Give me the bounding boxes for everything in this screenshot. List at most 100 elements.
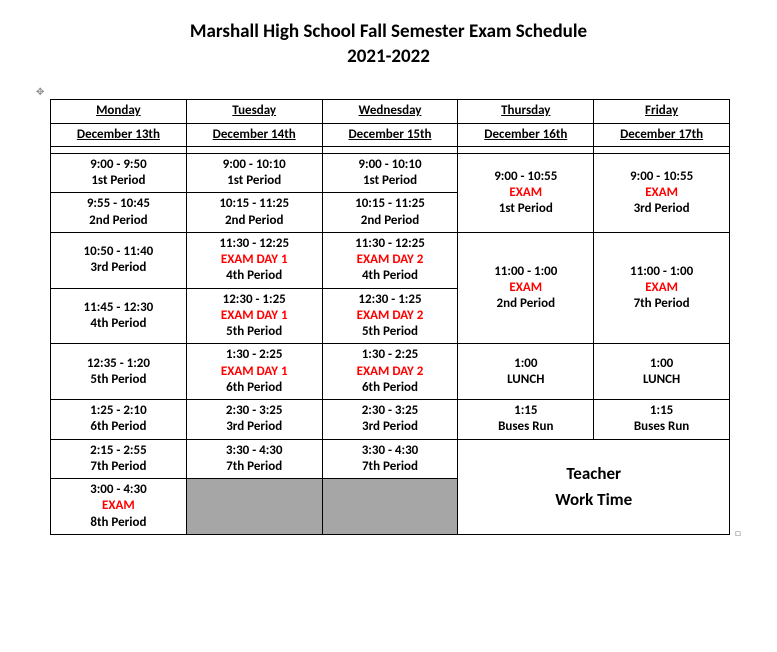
tue-p5-time: 1:30 - 2:25 <box>189 347 320 363</box>
thu-exam1-time: 9:00 - 10:55 <box>460 169 591 185</box>
thu-exam1-label: 1st Period <box>460 201 591 217</box>
schedule-table-wrap: ✥ Monday Tuesday Wednesday Thursday Frid… <box>50 99 737 535</box>
fri-lunch-time: 1:00 <box>596 356 727 372</box>
wed-p3: 11:30 - 12:25 EXAM DAY 2 4th Period <box>322 232 458 288</box>
mon-p7: 2:15 - 2:55 7th Period <box>51 439 187 479</box>
wed-p5: 1:30 - 2:25 EXAM DAY 2 6th Period <box>322 344 458 400</box>
row-6: 1:25 - 2:10 6th Period 2:30 - 3:25 3rd P… <box>51 400 730 440</box>
fri-exam1: 9:00 - 10:55 EXAM 3rd Period <box>594 153 730 232</box>
date-fri: December 17th <box>594 123 730 146</box>
fri-lunch-label: LUNCH <box>596 372 727 388</box>
wed-p7-label: 7th Period <box>325 459 456 475</box>
wed-p3-exam: EXAM DAY 2 <box>325 252 456 268</box>
tue-grey <box>186 479 322 535</box>
day-fri: Friday <box>594 100 730 123</box>
tue-p1: 9:00 - 10:10 1st Period <box>186 153 322 193</box>
teacher-work-time: Teacher Work Time <box>458 439 730 534</box>
tue-p6-label: 3rd Period <box>189 419 320 435</box>
date-wed: December 15th <box>322 123 458 146</box>
tue-p5-label: 6th Period <box>189 380 320 396</box>
fri-exam1-time: 9:00 - 10:55 <box>596 169 727 185</box>
wed-p6-label: 3rd Period <box>325 419 456 435</box>
page-title-block: Marshall High School Fall Semester Exam … <box>40 20 737 69</box>
thu-lunch-time: 1:00 <box>460 356 591 372</box>
thu-exam2-label: 2nd Period <box>460 296 591 312</box>
wed-p1-label: 1st Period <box>325 173 456 189</box>
mon-p3-label: 3rd Period <box>53 260 184 276</box>
fri-lunch: 1:00 LUNCH <box>594 344 730 400</box>
wed-p4-exam: EXAM DAY 2 <box>325 308 456 324</box>
wed-p4: 12:30 - 1:25 EXAM DAY 2 5th Period <box>322 288 458 344</box>
tue-p1-time: 9:00 - 10:10 <box>189 157 320 173</box>
fri-exam1-exam: EXAM <box>596 185 727 201</box>
wed-p1-time: 9:00 - 10:10 <box>325 157 456 173</box>
mon-p2-time: 9:55 - 10:45 <box>53 196 184 212</box>
wed-p2-time: 10:15 - 11:25 <box>325 196 456 212</box>
fri-bus-time: 1:15 <box>596 403 727 419</box>
day-tue: Tuesday <box>186 100 322 123</box>
thu-exam2-time: 11:00 - 1:00 <box>460 264 591 280</box>
thu-bus-label: Buses Run <box>460 419 591 435</box>
tue-p3-label: 4th Period <box>189 268 320 284</box>
mon-p6-label: 6th Period <box>53 419 184 435</box>
fri-exam2-exam: EXAM <box>596 280 727 296</box>
fri-exam2-time: 11:00 - 1:00 <box>596 264 727 280</box>
tue-p6-time: 2:30 - 3:25 <box>189 403 320 419</box>
tue-p4-label: 5th Period <box>189 324 320 340</box>
mon-p1-time: 9:00 - 9:50 <box>53 157 184 173</box>
table-anchor-icon: ✥ <box>36 85 48 97</box>
tue-p5: 1:30 - 2:25 EXAM DAY 1 6th Period <box>186 344 322 400</box>
mon-p1-label: 1st Period <box>53 173 184 189</box>
table-corner-icon: □ <box>735 526 741 539</box>
mon-p5-time: 12:35 - 1:20 <box>53 356 184 372</box>
wed-p1: 9:00 - 10:10 1st Period <box>322 153 458 193</box>
tue-p2-label: 2nd Period <box>189 213 320 229</box>
mon-p1: 9:00 - 9:50 1st Period <box>51 153 187 193</box>
thu-exam1-exam: EXAM <box>460 185 591 201</box>
spacer-row <box>51 146 730 153</box>
thu-exam2-exam: EXAM <box>460 280 591 296</box>
mon-p5: 12:35 - 1:20 5th Period <box>51 344 187 400</box>
thu-lunch: 1:00 LUNCH <box>458 344 594 400</box>
mon-p2-label: 2nd Period <box>53 213 184 229</box>
header-row-dates: December 13th December 14th December 15t… <box>51 123 730 146</box>
tue-p7: 3:30 - 4:30 7th Period <box>186 439 322 479</box>
tue-p3-exam: EXAM DAY 1 <box>189 252 320 268</box>
mon-p6-time: 1:25 - 2:10 <box>53 403 184 419</box>
wed-p4-label: 5th Period <box>325 324 456 340</box>
tue-p3-time: 11:30 - 12:25 <box>189 236 320 252</box>
wed-p3-label: 4th Period <box>325 268 456 284</box>
thu-bus: 1:15 Buses Run <box>458 400 594 440</box>
wed-p6-time: 2:30 - 3:25 <box>325 403 456 419</box>
fri-exam1-label: 3rd Period <box>596 201 727 217</box>
thu-lunch-label: LUNCH <box>460 372 591 388</box>
wed-p5-exam: EXAM DAY 2 <box>325 364 456 380</box>
wed-p5-label: 6th Period <box>325 380 456 396</box>
wed-p3-time: 11:30 - 12:25 <box>325 236 456 252</box>
thu-exam1: 9:00 - 10:55 EXAM 1st Period <box>458 153 594 232</box>
fri-bus: 1:15 Buses Run <box>594 400 730 440</box>
row-7: 2:15 - 2:55 7th Period 3:30 - 4:30 7th P… <box>51 439 730 479</box>
tue-p2: 10:15 - 11:25 2nd Period <box>186 193 322 233</box>
date-thu: December 16th <box>458 123 594 146</box>
mon-p4: 11:45 - 12:30 4th Period <box>51 288 187 344</box>
wed-p6: 2:30 - 3:25 3rd Period <box>322 400 458 440</box>
wed-grey <box>322 479 458 535</box>
tue-p4-exam: EXAM DAY 1 <box>189 308 320 324</box>
mon-p8-label: 8th Period <box>53 515 184 531</box>
page-title-line2: 2021-2022 <box>40 45 737 70</box>
wed-p7: 3:30 - 4:30 7th Period <box>322 439 458 479</box>
tue-p7-time: 3:30 - 4:30 <box>189 443 320 459</box>
day-thu: Thursday <box>458 100 594 123</box>
tue-p2-time: 10:15 - 11:25 <box>189 196 320 212</box>
mon-p8-exam: EXAM <box>53 498 184 514</box>
tue-p4-time: 12:30 - 1:25 <box>189 292 320 308</box>
tue-p6: 2:30 - 3:25 3rd Period <box>186 400 322 440</box>
mon-p8-time: 3:00 - 4:30 <box>53 482 184 498</box>
mon-p3-time: 10:50 - 11:40 <box>53 244 184 260</box>
mon-p7-label: 7th Period <box>53 459 184 475</box>
tue-p7-label: 7th Period <box>189 459 320 475</box>
thu-exam2: 11:00 - 1:00 EXAM 2nd Period <box>458 232 594 344</box>
day-mon: Monday <box>51 100 187 123</box>
schedule-table: Monday Tuesday Wednesday Thursday Friday… <box>50 99 730 535</box>
